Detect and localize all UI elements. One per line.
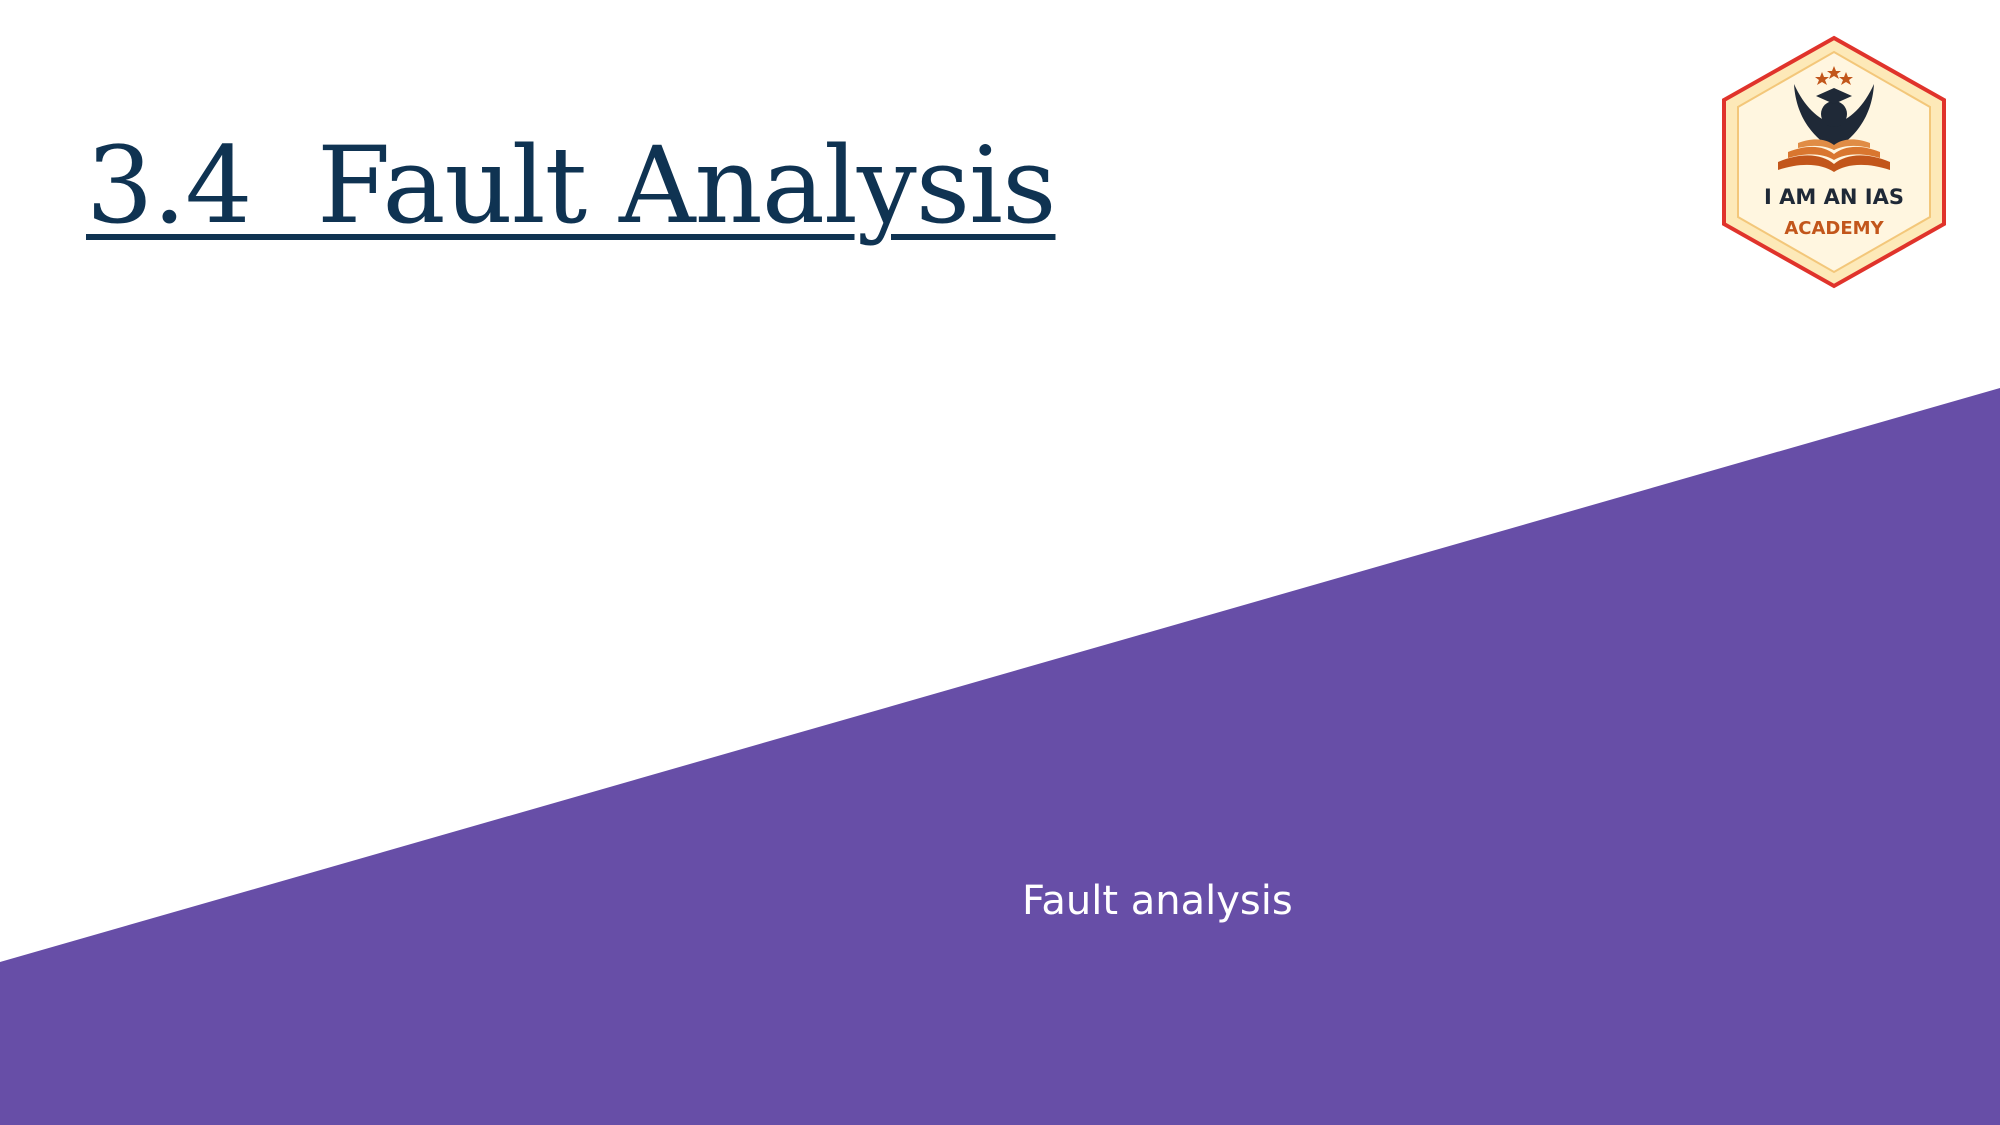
logo-line-1: I AM AN IAS — [1764, 185, 1904, 209]
slide-title: 3.4 Fault Analysis — [86, 124, 1056, 247]
logo-line-2: ACADEMY — [1784, 218, 1884, 239]
academy-logo: I AM AN IAS ACADEMY — [1722, 35, 1946, 289]
stars-icon — [1815, 66, 1853, 85]
graduate-book-icon — [1778, 84, 1890, 172]
slide-caption: Fault analysis — [1022, 878, 1293, 924]
